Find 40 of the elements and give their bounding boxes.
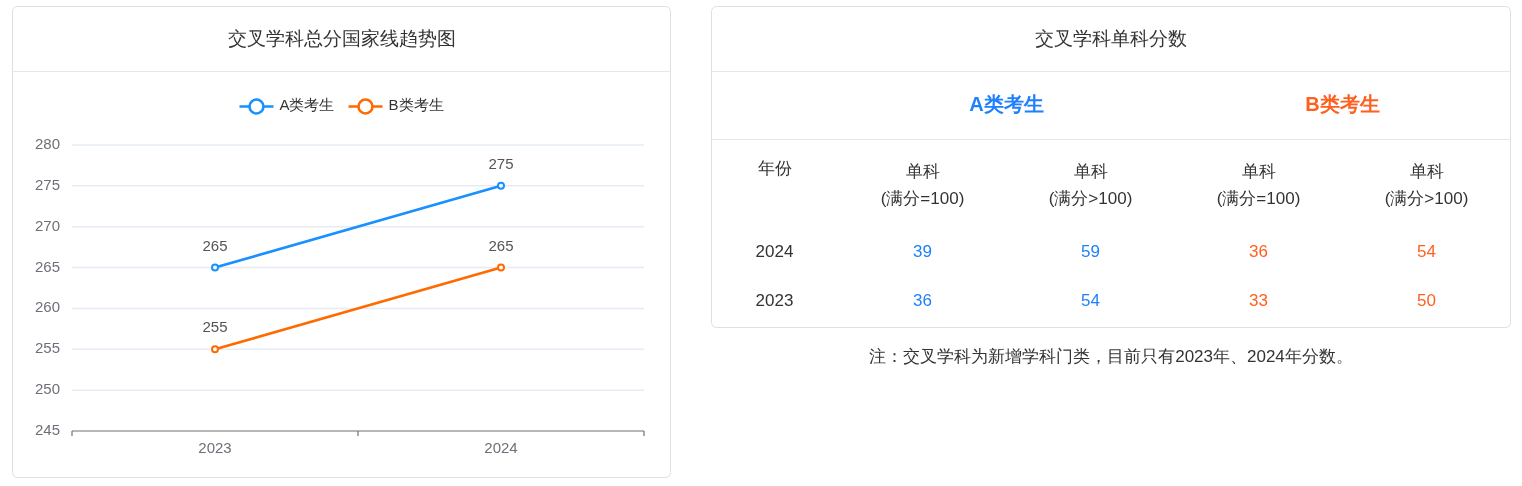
y-tick-label: 260 (34, 298, 60, 316)
chart-title: 交叉学科总分国家线趋势图 (227, 27, 456, 49)
x-tick-label: 2023 (198, 438, 232, 456)
value-cell: 33 (1249, 291, 1268, 310)
group-header: B类考生 (1305, 92, 1380, 115)
column-header: 单科 (满分=100) (1216, 162, 1301, 209)
y-tick-label: 250 (34, 380, 60, 398)
chart-title: 交叉学科单科分数 (1035, 27, 1187, 49)
group-header: A类考生 (969, 92, 1044, 115)
point (497, 181, 505, 190)
y-tick-label: 275 (34, 175, 60, 193)
x-tick-label: 2024 (484, 438, 518, 456)
data-label: 255 (202, 318, 228, 336)
legend-label: A类考生 (279, 96, 335, 114)
row-label: 2024 (755, 242, 794, 261)
point (211, 345, 219, 354)
data-label: 265 (488, 236, 514, 254)
y-tick-label: 270 (34, 216, 60, 234)
y-tick-label: 280 (34, 134, 60, 152)
value-cell: 50 (1417, 291, 1436, 310)
value-cell: 39 (913, 242, 932, 261)
y-tick-label: 265 (34, 257, 60, 275)
column-header: 单科 (满分>100) (1048, 162, 1133, 209)
column-header: 单科 (满分>100) (1384, 162, 1469, 209)
row-label: 2023 (755, 291, 794, 310)
data-label: 275 (488, 154, 514, 172)
value-cell: 54 (1081, 291, 1100, 310)
y-tick-label: 255 (34, 339, 60, 357)
column-header: 年份 (757, 159, 792, 178)
note: 注：交叉学科为新增学科门类，目前只有2023年、2024年分数。 (869, 347, 1353, 366)
value-cell: 59 (1081, 242, 1100, 261)
value-cell: 36 (1249, 242, 1268, 261)
value-cell: 54 (1417, 242, 1436, 261)
y-tick-label: 245 (34, 420, 60, 438)
point (211, 263, 219, 272)
column-header: 单科 (满分=100) (880, 162, 965, 209)
point (497, 263, 505, 272)
data-label: 265 (202, 236, 228, 254)
legend-label: B类考生 (388, 96, 444, 114)
value-cell: 36 (913, 291, 932, 310)
